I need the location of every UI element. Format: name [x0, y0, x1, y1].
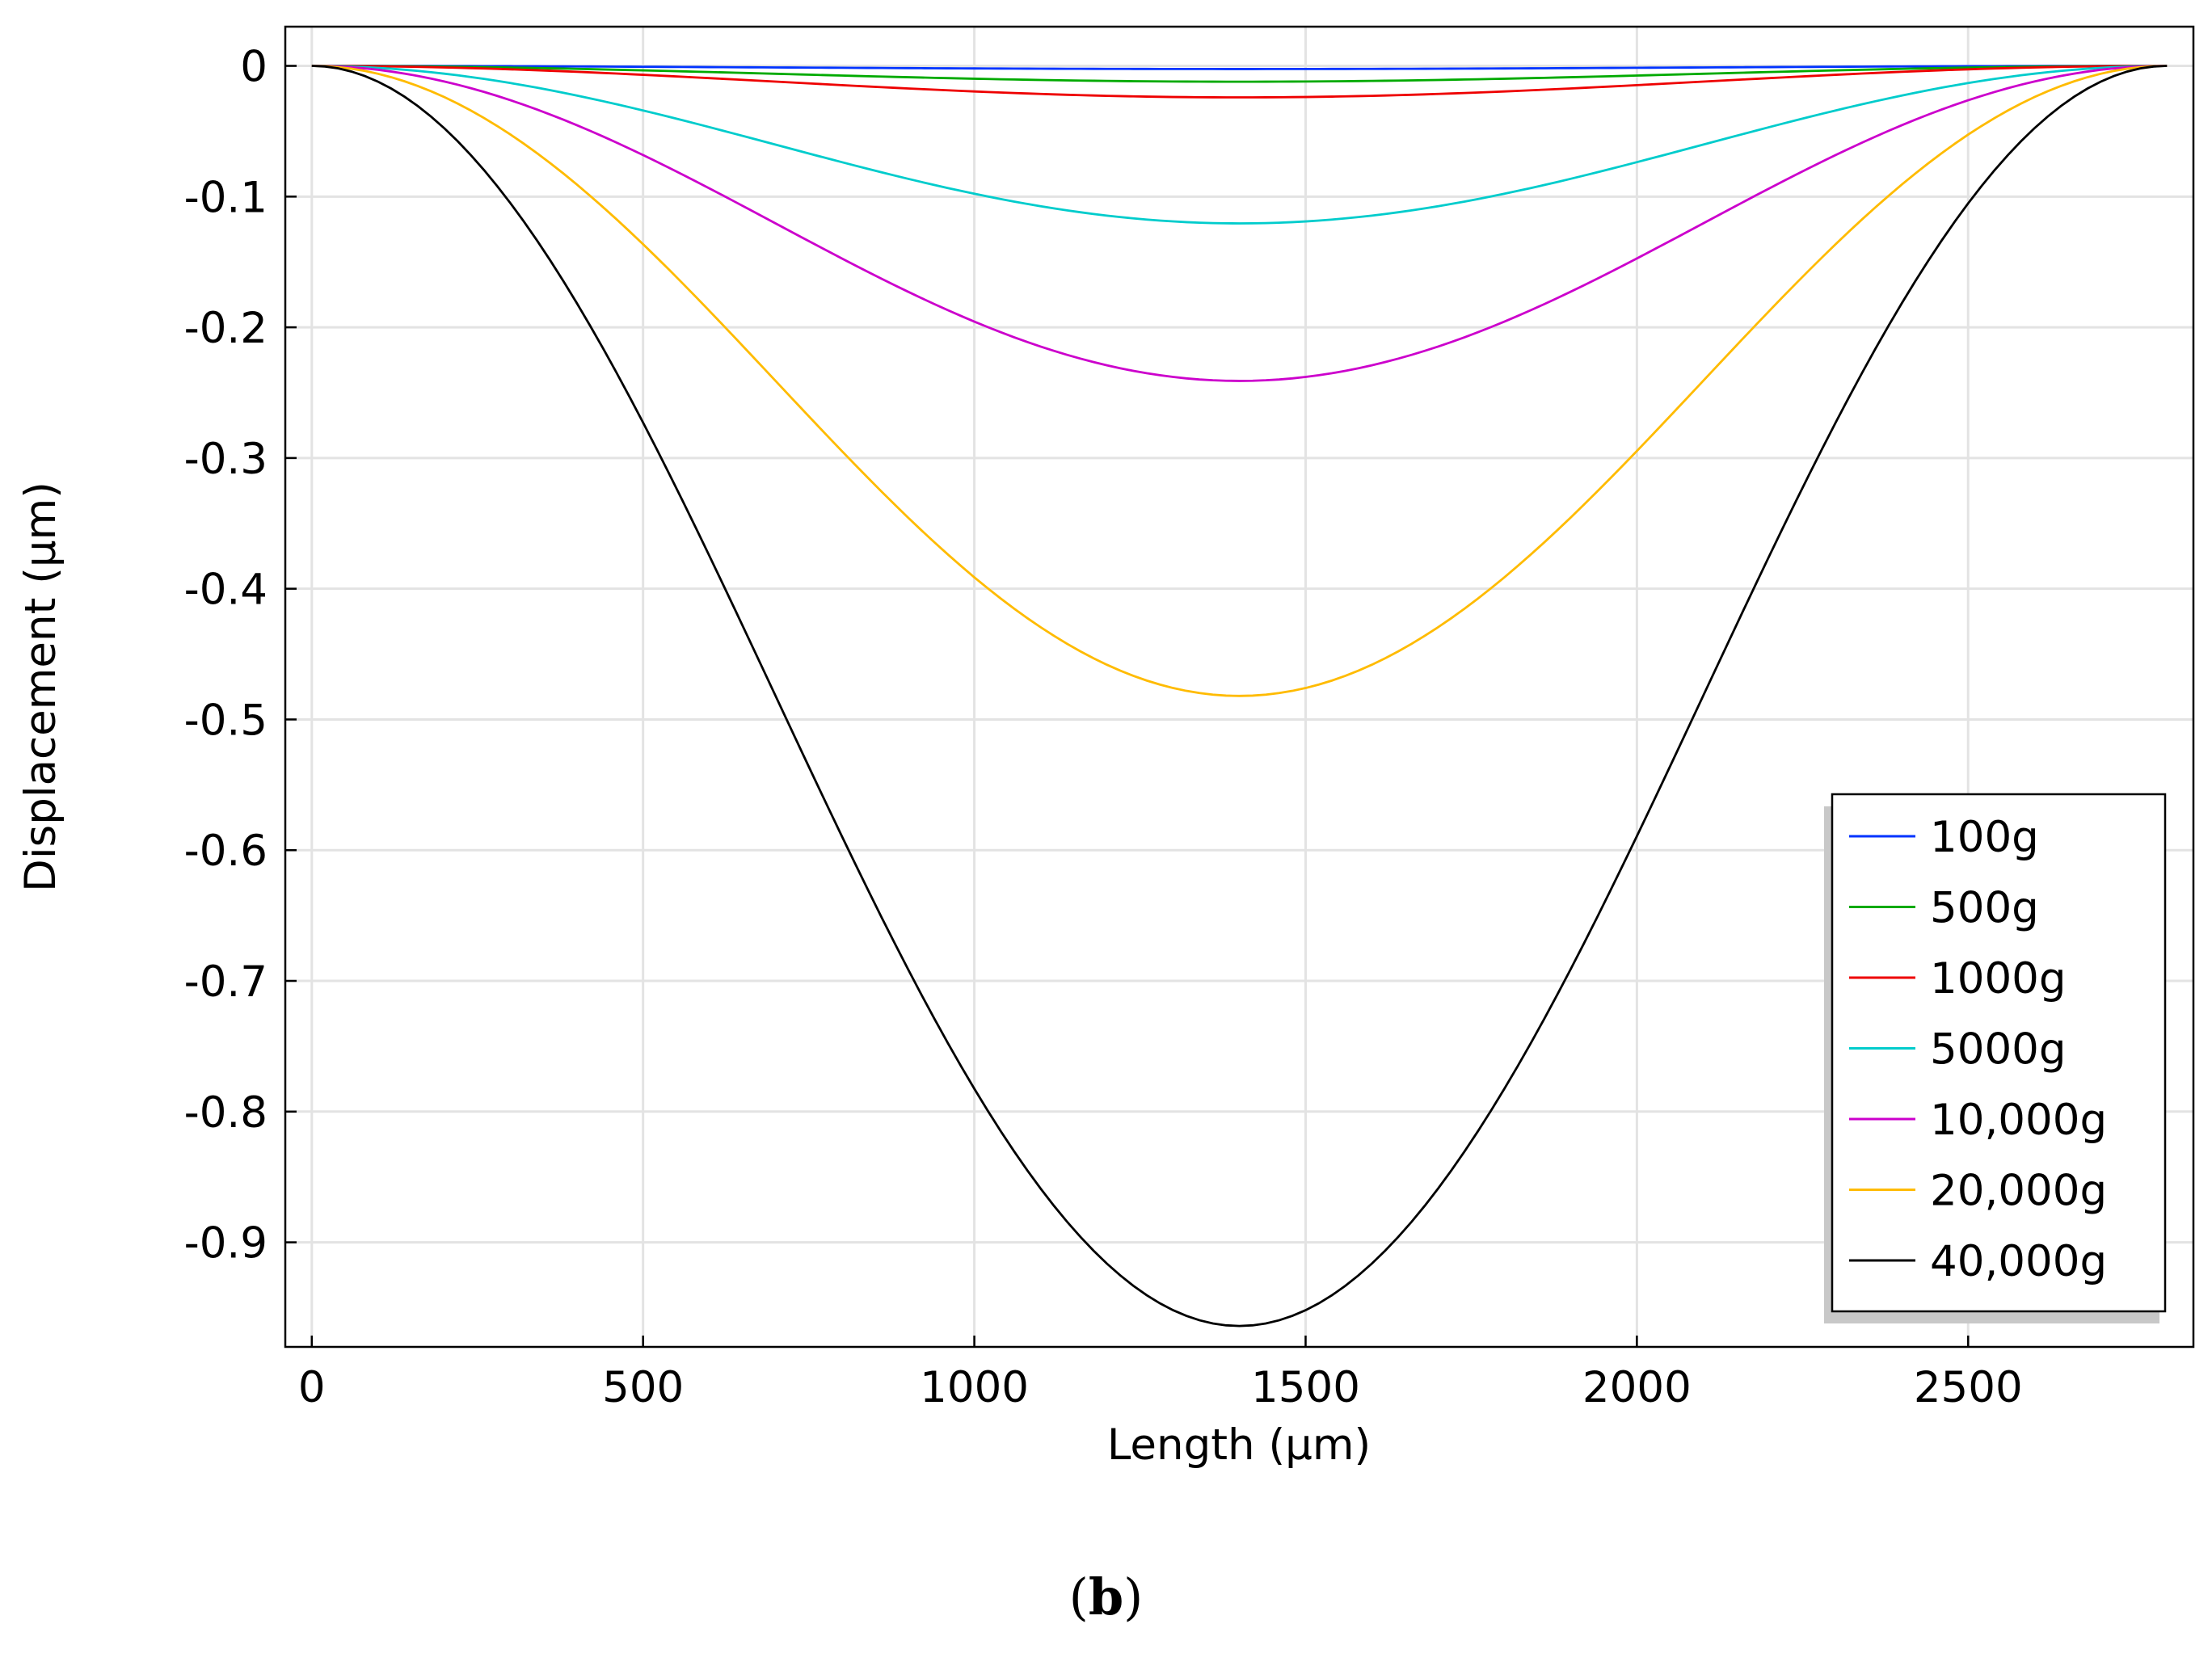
- x-tick-label: 500: [602, 1363, 684, 1412]
- figure-caption: (b): [0, 1567, 2212, 1626]
- x-tick-label: 0: [298, 1363, 326, 1412]
- series-line-6: [311, 65, 2168, 697]
- legend-label: 500g: [1930, 884, 2039, 933]
- y-tick-label: -0.8: [184, 1088, 268, 1138]
- legend-label: 10,000g: [1930, 1096, 2107, 1145]
- y-tick-label: -0.2: [184, 304, 268, 353]
- y-tick-label: -0.9: [184, 1219, 268, 1269]
- series-line-7: [311, 65, 2168, 1327]
- x-tick-label: 2500: [1914, 1363, 2023, 1412]
- legend-label: 5000g: [1930, 1025, 2067, 1075]
- series-line-2: [311, 65, 2168, 83]
- series-line-4: [311, 65, 2168, 225]
- x-tick-label: 2000: [1582, 1363, 1692, 1412]
- series-line-3: [311, 65, 2168, 99]
- caption-letter: b: [1088, 1567, 1124, 1626]
- y-tick-label: -0.6: [184, 827, 268, 876]
- y-tick-label: -0.3: [184, 435, 268, 484]
- caption-close-paren: ): [1123, 1567, 1144, 1626]
- y-tick-label: -0.7: [184, 957, 268, 1007]
- x-axis-title: Length (µm): [1107, 1420, 1371, 1470]
- legend-box: [1831, 793, 2167, 1313]
- plot-area-frame: [284, 25, 2195, 1349]
- legend-label: 100g: [1930, 813, 2039, 862]
- axis-ticks: 0 500 1000 1500 2000 2500 0 -0.1 -0.2 -0.3 -0.4 -0.…: [184, 43, 2023, 1412]
- legend-label: 40,000g: [1930, 1237, 2107, 1286]
- caption-open-paren: (: [1068, 1567, 1089, 1626]
- legend-label: 1000g: [1930, 954, 2067, 1004]
- x-tick-label: 1500: [1251, 1363, 1360, 1412]
- legend: 100g 500g 1000g 5000g 10,000g 20,000g 40,000g: [1824, 793, 2167, 1323]
- y-tick-label: -0.5: [184, 696, 268, 745]
- series-line-5: [311, 65, 2168, 382]
- y-tick-label: -0.1: [184, 173, 268, 222]
- x-tick-label: 1000: [920, 1363, 1029, 1412]
- series-lines: [311, 65, 2168, 1327]
- y-tick-label: -0.4: [184, 566, 268, 615]
- y-axis-title: Displacement (µm): [16, 482, 65, 892]
- legend-label: 20,000g: [1930, 1167, 2107, 1216]
- y-tick-label: 0: [240, 43, 268, 92]
- series-line-1: [311, 65, 2168, 70]
